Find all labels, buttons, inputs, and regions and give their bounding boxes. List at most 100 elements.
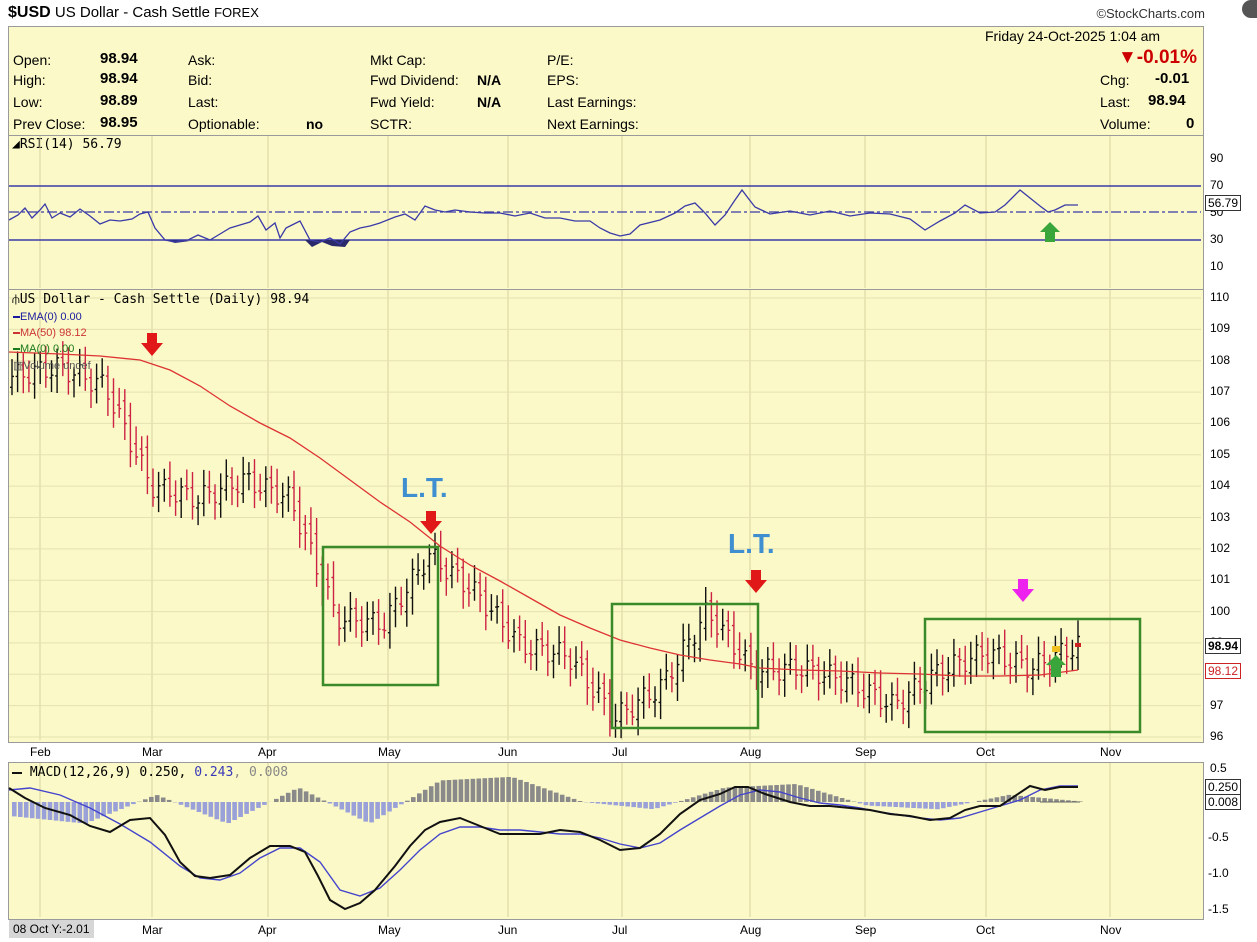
ma50-line (8, 351, 1079, 677)
macd-hist-bar (524, 782, 529, 802)
price-axis-label: 109 (1210, 321, 1231, 336)
macd-hist-bar (452, 779, 458, 802)
macd-hist-bar (714, 790, 720, 802)
macd-hist-bar (494, 777, 499, 802)
macd-hist-bar (1066, 800, 1071, 802)
month-label: Sep (855, 923, 877, 937)
macd-hist-bar (83, 802, 89, 824)
macd-hist-bar (637, 802, 642, 808)
open-value: 98.94 (100, 50, 138, 67)
macd-hist-bar (625, 802, 630, 807)
last-price-marker (1075, 643, 1081, 647)
macd-hist-bar (833, 796, 839, 802)
macd-hist-bar (792, 784, 797, 802)
macd-hist-bar (958, 802, 964, 805)
quote-box (8, 26, 1204, 136)
macd-hist-bar (690, 797, 696, 802)
last-price-tag: 98.94 (1205, 638, 1242, 654)
month-label: Oct (976, 745, 995, 759)
macd-hist-bar (143, 799, 148, 802)
lastearn-label: Last Earnings: (547, 94, 637, 110)
macd-hist-bar (202, 802, 208, 815)
last-label-mid: Last: (188, 94, 219, 110)
down-arrow-1 (141, 333, 163, 356)
month-label: Apr (258, 923, 277, 937)
macd-hist-bar (113, 802, 118, 812)
macd-axis--1.5: -1.5 (1208, 902, 1229, 916)
macd-hist-bar (821, 792, 827, 802)
macd-hist-bar (119, 802, 124, 809)
macd-hist-bar (869, 802, 875, 806)
macd-hist-bar (41, 802, 47, 820)
macd-hist-bar (250, 802, 255, 811)
macd-hist-bar (226, 802, 231, 823)
macd-hist-bar (893, 802, 898, 807)
macd-hist-bar (577, 801, 583, 802)
macd-hist-bar (589, 802, 595, 803)
legend-swatch-ema (13, 316, 20, 319)
rsi-axis-30: 30 (1210, 232, 1224, 246)
month-label: Jun (498, 923, 518, 937)
rsi-axis-90: 90 (1210, 151, 1224, 165)
macd-hist-bar (434, 782, 440, 802)
price-icon: ⫛ (12, 292, 20, 307)
macd-hist-bar (536, 786, 541, 802)
macd-hist-bar (357, 802, 362, 819)
macd-hist-bar (309, 794, 315, 802)
macd-hist-bar (464, 779, 470, 802)
macd-hist-bar (29, 802, 35, 819)
macd-hist-bar (774, 785, 779, 802)
lt-annotation-2: L.T. (728, 528, 775, 559)
macd-hist-bar (95, 802, 100, 819)
legend-swatch-ma50 (13, 332, 20, 335)
macd-hist-bar (184, 802, 190, 808)
macd-hist-bar (827, 794, 833, 802)
macd-hist-bar (845, 799, 851, 802)
consolidation-box-2 (610, 602, 760, 730)
magenta-down-arrow (1012, 579, 1034, 602)
ma-cross-marker (1052, 646, 1060, 652)
open-label: Open: (13, 52, 52, 68)
macd-hist-bar (839, 798, 845, 802)
macd-hist-bar (369, 802, 374, 823)
macd-hist-bar (285, 792, 291, 802)
macd-hist-bar (941, 802, 946, 809)
macd-hist-bar (643, 802, 648, 809)
macd-hist-bar (399, 802, 404, 805)
macd-hist-bar (744, 786, 750, 802)
macd-hist-bar (440, 780, 446, 802)
macd-hist-bar (571, 798, 577, 802)
macd-hist-bar (875, 802, 881, 807)
macd-hist-bar (863, 802, 869, 806)
macd-hist-bar (178, 802, 184, 805)
macd-hist-bar (411, 797, 416, 802)
macd-hist-bar (816, 790, 821, 802)
month-label: Mar (142, 923, 163, 937)
macd-hist-bar (1006, 794, 1012, 802)
macd-hist-bar (512, 777, 517, 802)
macd-hist-bar (125, 802, 130, 807)
macd-hist-bar (208, 802, 214, 817)
corner-icon[interactable] (1242, 0, 1257, 18)
month-label: Jul (612, 745, 628, 759)
macd-hist-bar (732, 787, 738, 802)
pe-label: P/E: (547, 52, 574, 68)
macd-hist-bar (857, 802, 863, 804)
volume-value: 0 (1186, 115, 1195, 132)
volume-icon: ▥ (13, 360, 24, 372)
price-axis-label: 96 (1210, 729, 1224, 743)
rsi-up-arrow (1040, 222, 1060, 242)
macd-hist-bar (387, 802, 392, 812)
low-label: Low: (13, 94, 43, 110)
macd-hist-bar (964, 802, 970, 804)
legend-volume: ▥Volume undef (13, 360, 91, 372)
macd-hist-bar (684, 799, 690, 802)
macd-hist-bar (321, 800, 327, 802)
volume-label: Volume: (1100, 116, 1151, 132)
macd-hist-bar (196, 802, 202, 812)
month-label: Oct (976, 923, 995, 937)
macd-hist-bar (601, 802, 607, 805)
down-arrow-2 (420, 511, 442, 534)
price-axis-label: 100 (1210, 603, 1231, 618)
